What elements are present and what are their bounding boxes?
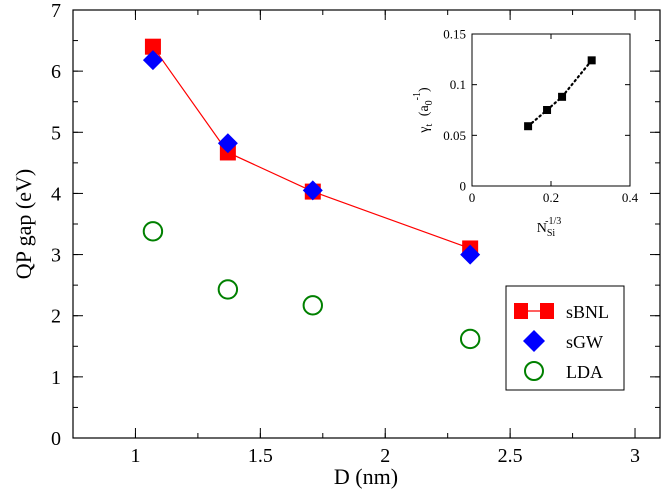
legend-lda-circle — [524, 361, 544, 381]
main-sgw-point — [302, 180, 323, 201]
main-x-tick-label: 2 — [380, 445, 390, 467]
legend-sbnl-label: sBNL — [566, 302, 609, 322]
main-y-tick-label: 2 — [51, 306, 61, 328]
main-lda-point — [217, 279, 239, 300]
main-lda-point — [459, 328, 481, 350]
inset-y-tick-label: 0.05 — [443, 128, 466, 143]
legend-sbnl-square-left — [514, 303, 528, 319]
main-plot: 1 1.5 2 2.5 3 0 1 2 3 4 5 6 7 — [51, 0, 660, 467]
legend: sBNL sGW LDA — [505, 285, 625, 391]
main-x-axis-label: D (nm) — [334, 464, 398, 489]
main-sgw-point — [142, 50, 163, 71]
main-sbnl-point — [144, 38, 161, 55]
main-y-tick-label: 1 — [51, 367, 61, 389]
main-x-tick-label: 3 — [630, 445, 640, 467]
inset-y-tick-label: 0 — [460, 179, 467, 194]
inset-x-tick-label: 0.2 — [543, 190, 559, 205]
inset-x-axis-label: NSi-1/3 — [537, 216, 562, 239]
inset-gamma-t-point — [587, 56, 596, 65]
main-y-tick-label: 4 — [51, 183, 61, 205]
legend-sgw-diamond — [523, 330, 545, 352]
legend-item-sbnl: sBNL — [514, 302, 609, 322]
inset-gamma-t-line — [526, 59, 593, 128]
main-lda-point — [142, 221, 164, 242]
inset-gamma-t-point — [524, 122, 533, 131]
main-x-tick-label: 1.5 — [248, 445, 273, 467]
inset-x-tick-label: 0 — [469, 190, 476, 205]
legend-sgw-label: sGW — [566, 332, 603, 352]
inset-gamma-t-point — [558, 92, 567, 101]
main-sgw-point — [217, 133, 238, 154]
inset-y-axis-label: γt (a0-1) — [412, 87, 435, 134]
main-x-tick-label: 1 — [130, 445, 140, 467]
main-y-tick-label: 0 — [51, 428, 61, 450]
legend-sbnl-square-right — [540, 303, 554, 319]
inset-gamma-t-point — [543, 106, 552, 114]
main-y-tick-label: 7 — [51, 0, 61, 22]
main-x-tick-label: 2.5 — [498, 445, 523, 467]
legend-item-sgw: sGW — [523, 330, 603, 352]
main-y-axis-label: QP gap (eV) — [11, 169, 36, 279]
main-lda-point — [302, 295, 323, 316]
main-sgw-point — [460, 244, 481, 265]
main-y-tick-label: 5 — [51, 122, 61, 144]
main-y-tick-label: 3 — [51, 245, 61, 267]
legend-lda-label: LDA — [566, 362, 603, 382]
main-y-tick-label: 6 — [51, 61, 61, 83]
inset-y-tick-label: 0.15 — [443, 27, 466, 42]
inset-x-tick-label: 0.4 — [622, 190, 639, 205]
inset-plot: 0 0.2 0.4 0 0.05 0.1 0.15 — [443, 27, 638, 205]
legend-item-lda: LDA — [524, 361, 603, 382]
inset-y-tick-label: 0.1 — [450, 77, 466, 92]
main-sbnl-line — [152, 46, 471, 250]
